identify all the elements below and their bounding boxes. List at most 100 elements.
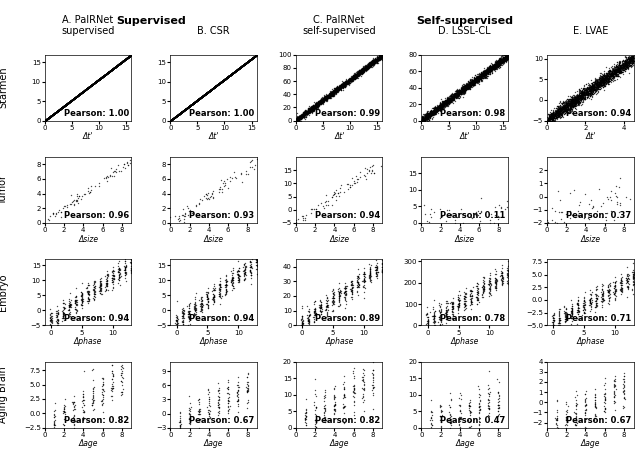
Point (548, 109, 559, 116)
Point (594, 74, 604, 81)
Point (422, 108, 432, 116)
Point (369, 61, 379, 69)
Point (246, 56, 256, 63)
Point (426, 112, 436, 119)
Point (245, 268, 255, 276)
Point (543, 121, 554, 128)
Point (335, 291, 345, 298)
Point (210, 83, 220, 90)
Point (76, 90, 86, 97)
Point (358, 273, 369, 280)
Point (42, 115, 52, 122)
Point (342, 78, 352, 85)
Point (566, 97, 577, 105)
Point (54, 106, 64, 114)
Point (611, 69, 621, 76)
Point (59, 304, 69, 311)
Point (591, 297, 602, 304)
Point (191, 97, 202, 104)
Point (306, 109, 316, 116)
Point (481, 67, 492, 74)
Point (470, 78, 481, 86)
Point (115, 60, 125, 67)
Point (450, 92, 460, 100)
Point (574, 92, 584, 99)
Point (490, 59, 500, 66)
Point (84, 83, 95, 90)
Point (294, 116, 304, 123)
Point (552, 428, 562, 435)
Point (500, 54, 510, 61)
Point (377, 54, 387, 61)
Point (125, 52, 135, 60)
Point (71, 293, 81, 300)
Point (244, 56, 255, 64)
Point (106, 67, 116, 74)
Point (628, 275, 638, 282)
Point (65, 98, 75, 105)
Point (226, 71, 236, 78)
Point (44, 114, 54, 121)
Point (356, 72, 366, 80)
Point (607, 68, 618, 75)
Point (349, 74, 359, 81)
Point (600, 77, 610, 84)
Point (588, 86, 598, 94)
Point (58, 103, 68, 111)
Point (445, 96, 455, 103)
Point (491, 61, 501, 68)
Point (339, 403, 349, 410)
Point (208, 300, 218, 308)
Point (428, 108, 438, 115)
Point (591, 84, 601, 91)
Point (604, 71, 614, 78)
Point (591, 298, 601, 305)
Point (493, 391, 504, 398)
Point (600, 408, 611, 415)
Point (190, 98, 200, 105)
Point (589, 86, 599, 94)
Point (376, 52, 386, 60)
Point (621, 65, 631, 72)
Point (99, 72, 109, 79)
Point (334, 85, 344, 92)
Point (299, 110, 309, 117)
Point (372, 54, 382, 61)
Point (105, 67, 115, 74)
Point (221, 74, 232, 81)
Point (171, 112, 181, 120)
Point (229, 68, 239, 76)
Point (52, 107, 62, 115)
Point (454, 402, 465, 409)
Point (577, 95, 587, 102)
Point (600, 72, 611, 80)
Point (219, 177, 229, 185)
Point (368, 58, 378, 66)
Point (607, 72, 618, 79)
Point (317, 96, 328, 104)
Point (101, 70, 111, 77)
Point (197, 93, 207, 100)
Point (465, 298, 476, 306)
Point (225, 71, 236, 79)
Point (81, 85, 92, 92)
Point (484, 68, 494, 76)
Point (191, 97, 202, 104)
Point (456, 85, 466, 92)
Point (49, 428, 60, 435)
Point (311, 102, 321, 110)
Point (546, 114, 556, 121)
Point (465, 294, 476, 302)
Point (84, 83, 94, 91)
Point (360, 63, 371, 71)
Point (464, 80, 474, 87)
Point (571, 410, 581, 417)
Point (182, 105, 192, 112)
Point (124, 53, 134, 60)
Point (170, 114, 180, 121)
Point (461, 81, 472, 89)
Point (374, 56, 385, 63)
Point (552, 424, 563, 431)
Point (60, 102, 70, 109)
Point (607, 71, 617, 78)
